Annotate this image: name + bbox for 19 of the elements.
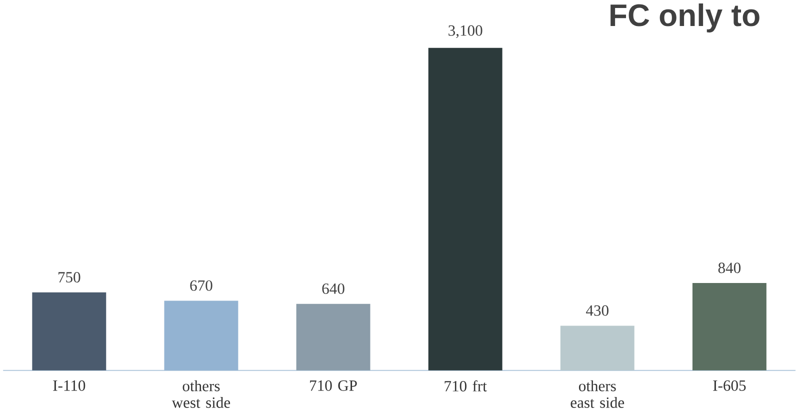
bar <box>296 304 370 370</box>
data-label: 3,100 <box>448 25 482 38</box>
bar <box>428 48 502 370</box>
bar <box>32 292 106 370</box>
bar <box>560 326 634 370</box>
x-tick-label: others west side <box>172 380 230 408</box>
x-tick-label: others east side <box>570 380 624 408</box>
x-tick-label: 710 GP <box>310 380 357 391</box>
x-tick-label: 710 frt <box>444 380 487 392</box>
data-label: 670 <box>190 280 212 291</box>
x-tick-label: I-110 <box>53 380 86 391</box>
data-label: 750 <box>58 272 80 282</box>
chart-title: FC only to <box>610 3 760 32</box>
bar <box>692 282 766 370</box>
data-label: 640 <box>322 283 344 294</box>
x-tick-label: I-605 <box>713 380 746 391</box>
data-label: 430 <box>586 305 608 316</box>
data-label: 840 <box>718 262 741 273</box>
bar <box>164 300 238 370</box>
